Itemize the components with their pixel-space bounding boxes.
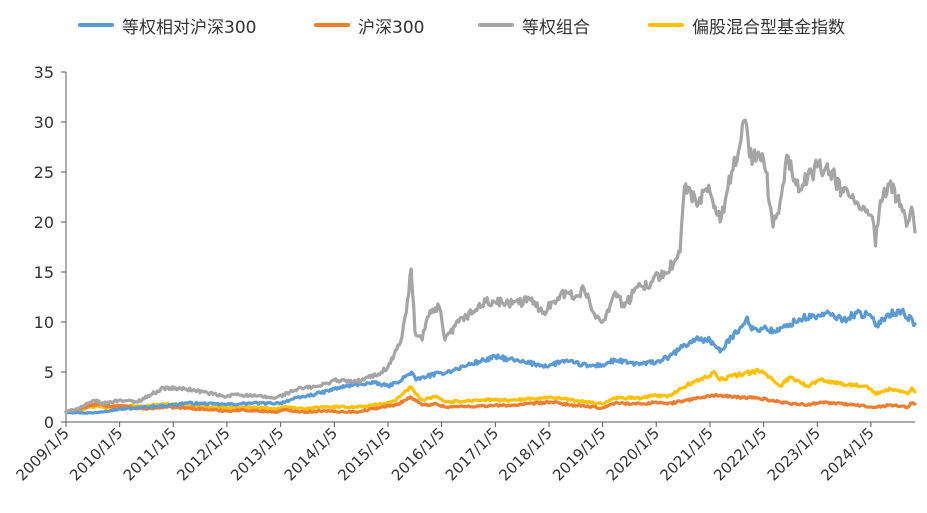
- x-tick-label: 2014/1/5: [281, 424, 341, 484]
- legend-swatch-hybrid-fund-index: [648, 23, 684, 27]
- y-tick-label: 25: [34, 163, 54, 182]
- y-tick-label: 10: [34, 313, 54, 332]
- series-line-equal-weight-portfolio: [64, 118, 917, 414]
- legend-item-equal-weight-relative: 等权相对沪深300: [78, 13, 257, 38]
- y-tick-label: 0: [44, 413, 54, 432]
- x-tick-label: 2020/1/5: [603, 424, 663, 484]
- legend-label-equal-weight-relative: 等权相对沪深300: [122, 17, 257, 38]
- y-tick-label: 30: [34, 113, 54, 132]
- x-tick-label: 2022/1/5: [710, 424, 770, 484]
- x-tick-label: 2021/1/5: [656, 424, 716, 484]
- x-tick-label: 2019/1/5: [549, 424, 609, 484]
- y-tick-label: 35: [34, 63, 54, 82]
- x-tick-label: 2016/1/5: [388, 424, 448, 484]
- chart-axes: 051015202530352009/1/52010/1/52011/1/520…: [12, 63, 915, 484]
- chart-legend: 等权相对沪深300 沪深300 等权组合 偏股混合型基金指数: [0, 0, 927, 50]
- x-tick-label: 2023/1/5: [764, 424, 824, 484]
- x-tick-label: 2012/1/5: [173, 424, 233, 484]
- legend-swatch-equal-weight-portfolio: [478, 23, 514, 27]
- x-tick-label: 2013/1/5: [227, 424, 287, 484]
- x-tick-label: 2015/1/5: [334, 424, 394, 484]
- legend-item-csi300: 沪深300: [314, 13, 425, 38]
- x-tick-label: 2009/1/5: [12, 424, 72, 484]
- y-tick-label: 5: [44, 363, 54, 382]
- legend-swatch-equal-weight-relative: [78, 23, 114, 27]
- series-line-hybrid-fund-index: [64, 367, 917, 414]
- legend-label-csi300: 沪深300: [358, 17, 425, 38]
- legend-item-equal-weight-portfolio: 等权组合: [478, 13, 590, 38]
- legend-swatch-csi300: [314, 23, 350, 27]
- chart-series: [64, 118, 917, 415]
- legend-label-hybrid-fund-index: 偏股混合型基金指数: [692, 17, 845, 38]
- x-tick-label: 2017/1/5: [442, 424, 502, 484]
- x-tick-label: 2011/1/5: [120, 424, 180, 484]
- legend-item-hybrid-fund-index: 偏股混合型基金指数: [648, 13, 845, 38]
- series-line-equal-weight-relative: [64, 307, 917, 415]
- series-line-csi300: [64, 392, 917, 415]
- x-tick-label: 2024/1/5: [817, 424, 877, 484]
- x-tick-label: 2010/1/5: [66, 424, 126, 484]
- x-tick-label: 2018/1/5: [495, 424, 555, 484]
- y-tick-label: 20: [34, 213, 54, 232]
- legend-label-equal-weight-portfolio: 等权组合: [522, 17, 590, 38]
- y-tick-label: 15: [34, 263, 54, 282]
